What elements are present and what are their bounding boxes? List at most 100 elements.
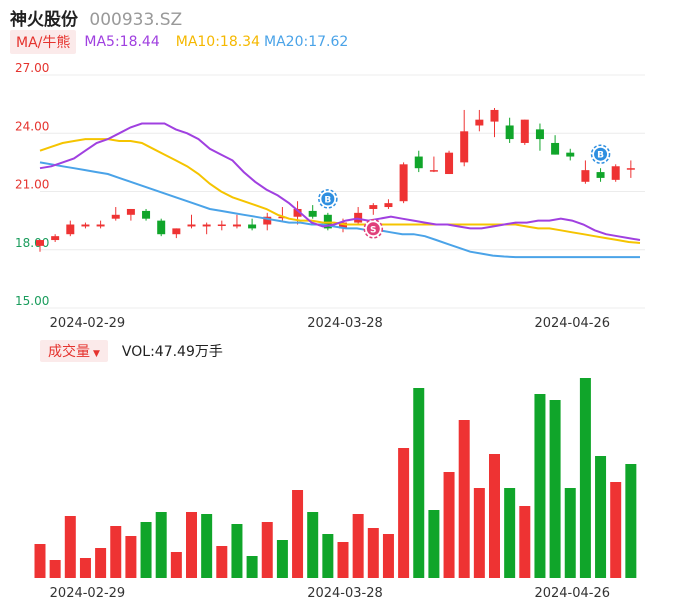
volume-bar	[261, 522, 273, 578]
volume-bar	[519, 506, 531, 578]
ma-legend: MA/牛熊 MA5:18.44 MA10:18.34 MA20:17.62	[10, 30, 348, 54]
volume-bar	[367, 528, 379, 578]
ma20-line	[39, 161, 640, 259]
volume-bar	[79, 558, 91, 578]
candle-body	[51, 236, 60, 241]
volume-bar	[610, 482, 622, 578]
volume-date-axis-tick: 2024-03-28	[307, 586, 383, 601]
volume-bar	[489, 454, 500, 578]
signal-marker	[321, 192, 335, 206]
price-axis-tick: 15.00	[15, 294, 49, 308]
volume-bar	[201, 514, 213, 578]
volume-bar	[443, 472, 455, 578]
candle-body	[611, 166, 620, 180]
candle-body	[66, 224, 75, 235]
candle-body	[384, 203, 393, 208]
candle-body	[248, 224, 257, 229]
candle-body	[263, 216, 272, 225]
candle-body	[172, 228, 181, 235]
volume-bar	[428, 510, 440, 578]
candle-body	[278, 216, 287, 219]
candle-body	[581, 170, 590, 182]
candle-body	[111, 214, 120, 219]
volume-bar	[64, 516, 76, 578]
volume-bar	[337, 542, 349, 578]
signal-marker	[594, 147, 608, 161]
candle-body	[551, 142, 560, 155]
candle-body	[354, 212, 363, 223]
price-axis-tick: 21.00	[15, 178, 49, 192]
candle-body	[475, 119, 484, 126]
candle-body	[142, 210, 151, 219]
volume-bar	[49, 560, 61, 578]
ma10-value: MA10:18.34	[175, 34, 261, 50]
volume-bar	[186, 512, 197, 578]
price-axis-tick: 18.00	[15, 236, 49, 250]
candle-body	[490, 109, 499, 122]
volume-bar	[398, 448, 410, 578]
volume-bar	[276, 540, 288, 578]
volume-bar	[579, 378, 591, 578]
caret-down-icon: ▼	[93, 349, 100, 359]
candle-body	[126, 208, 135, 215]
candle-body	[323, 214, 332, 229]
date-axis-tick: 2024-02-29	[50, 316, 126, 331]
stock-name: 神火股份	[10, 10, 78, 30]
candle-body	[81, 224, 90, 227]
volume-bar	[216, 546, 228, 578]
volume-bar	[473, 488, 485, 578]
volume-bar	[246, 556, 258, 578]
candle-body	[399, 164, 408, 202]
volume-legend: 成交量 ▼ VOL:47.49万手	[40, 340, 223, 362]
candle-body	[626, 168, 635, 170]
volume-bar	[352, 514, 364, 578]
candle-body	[460, 131, 469, 163]
ma5-line	[39, 122, 641, 241]
volume-bar	[231, 524, 243, 578]
volume-bar	[125, 536, 137, 578]
volume-bar	[140, 522, 152, 578]
volume-bar	[595, 456, 607, 578]
candle-body	[202, 224, 211, 227]
candle-body	[596, 172, 605, 178]
candle-body	[232, 224, 241, 227]
volume-bar	[534, 394, 546, 578]
signal-marker-label: B	[597, 151, 604, 161]
candle-body	[36, 240, 44, 246]
volume-bar	[292, 490, 304, 578]
date-axis-tick: 2024-03-28	[307, 316, 383, 331]
candle-body	[308, 210, 317, 217]
volume-bar	[458, 420, 470, 578]
signal-marker	[366, 222, 380, 236]
volume-indicator-dropdown[interactable]: 成交量 ▼	[40, 340, 108, 362]
volume-value: VOL:47.49万手	[121, 344, 223, 360]
volume-date-axis-tick: 2024-04-26	[534, 586, 610, 601]
volume-bar	[170, 552, 182, 578]
candle-body	[429, 170, 438, 172]
candle-body	[566, 152, 575, 157]
ma-indicator-tag[interactable]: MA/牛熊	[10, 30, 77, 54]
candle-body	[445, 152, 454, 175]
ma20-value: MA20:17.62	[264, 34, 349, 50]
volume-bar	[110, 526, 122, 578]
volume-tag-label: 成交量	[48, 344, 90, 360]
volume-bar	[307, 512, 319, 578]
candle-body	[414, 156, 423, 169]
candle-body	[505, 125, 514, 140]
ma5-value: MA5:18.44	[84, 34, 160, 50]
stock-code: 000933.SZ	[89, 10, 183, 30]
stock-title: 神火股份 000933.SZ	[10, 5, 182, 30]
volume-bar	[549, 400, 561, 578]
volume-bar	[413, 388, 425, 578]
candle-body	[520, 119, 529, 143]
signal-marker-label: B	[324, 195, 331, 205]
candle-body	[96, 224, 105, 227]
volume-bar	[504, 488, 516, 578]
signal-marker-label: S	[370, 225, 376, 235]
volume-bar	[34, 544, 46, 578]
date-axis-tick: 2024-04-26	[534, 316, 610, 331]
volume-bar	[382, 534, 394, 578]
volume-bar	[564, 488, 576, 578]
volume-bar	[155, 512, 167, 578]
